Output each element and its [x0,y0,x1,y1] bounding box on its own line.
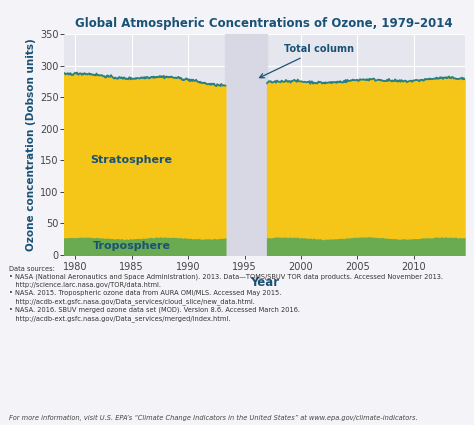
X-axis label: Year: Year [250,276,279,289]
Text: Troposphere: Troposphere [93,241,171,250]
Text: Total column: Total column [260,44,354,78]
Text: Data sources:
• NASA (National Aeronautics and Space Administration). 2013. Data: Data sources: • NASA (National Aeronauti… [9,266,444,322]
Text: For more information, visit U.S. EPA’s “Climate Change Indicators in the United : For more information, visit U.S. EPA’s “… [9,415,418,421]
Y-axis label: Ozone concentration (Dobson units): Ozone concentration (Dobson units) [26,38,36,251]
Title: Global Atmospheric Concentrations of Ozone, 1979–2014: Global Atmospheric Concentrations of Ozo… [75,17,453,30]
Text: Stratosphere: Stratosphere [91,155,173,165]
